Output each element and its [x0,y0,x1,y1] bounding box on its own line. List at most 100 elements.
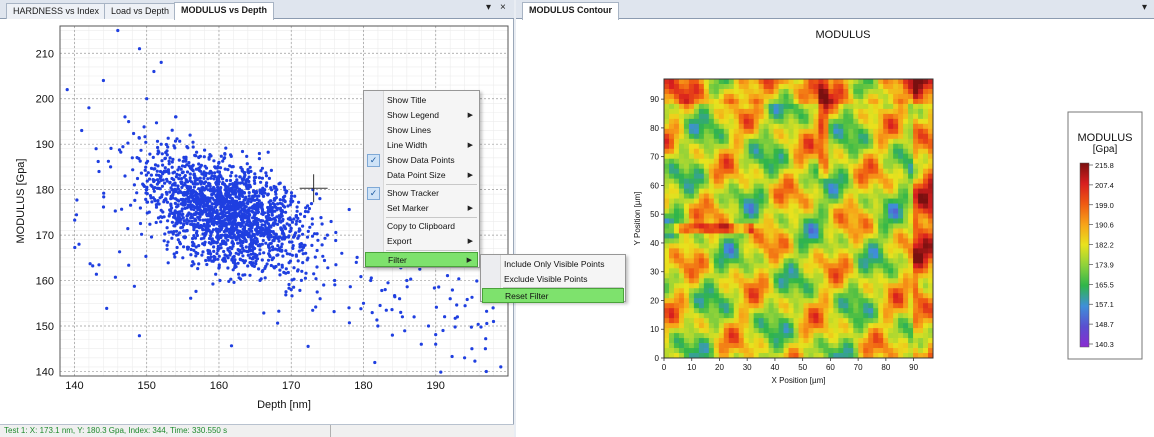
heatmap-cell [738,293,745,299]
scatter-point [247,191,251,195]
scatter-point [418,267,422,271]
heatmap-cell [718,83,725,90]
pin-dropdown-icon[interactable]: ▾ [486,2,492,13]
heatmap-cell [928,208,934,214]
heatmap-cell [798,323,804,329]
pin-dropdown-icon[interactable]: ▾ [1142,2,1148,13]
heatmap-cell [688,293,695,299]
heatmap-cell [913,208,919,214]
scatter-point [284,290,288,294]
scatter-point [162,198,166,202]
scatter-point [259,277,263,281]
heatmap-cell [808,248,814,254]
tab-modulus-contour[interactable]: MODULUS Contour [522,2,619,20]
heatmap-cell [833,308,839,314]
heatmap-cell [848,218,854,224]
tab-hardness-vs-index[interactable]: HARDNESS vs Index [6,3,107,19]
heatmap-cell [803,323,809,329]
heatmap-cell [718,323,725,329]
heatmap-cell [893,203,899,209]
scatter-point [174,175,178,179]
scatter-point [276,321,280,325]
heatmap-cell [868,243,874,249]
heatmap-cell [783,178,789,185]
heatmap-cell [664,153,670,160]
heatmap-cell [683,208,690,214]
heatmap-cell [733,183,740,190]
heatmap-cell [853,173,859,180]
heatmap-cell [703,303,710,309]
heatmap-cell [664,313,670,319]
heatmap-cell [728,223,735,229]
heatmap-cell [848,293,854,299]
modulus-contour-chart[interactable]: MODULUS 0 10 20 30 40 50 60 70 80 90 010203040506… [516,20,1154,437]
heatmap-cell [763,133,770,140]
heatmap-cell [813,178,819,185]
heatmap-cell [738,103,745,110]
scatter-point [226,168,230,172]
heatmap-cell [688,283,695,289]
heatmap-cell [848,153,854,160]
heatmap-cell [748,118,755,125]
heatmap-cell [893,333,899,339]
heatmap-cell [883,113,889,120]
tab-load-vs-depth[interactable]: Load vs Depth [104,3,177,19]
heatmap-cell [803,158,809,165]
scatter-point [201,218,205,222]
heatmap-cell [743,298,750,304]
heatmap-cell [928,253,934,259]
scatter-point [242,249,246,253]
scatter-point [216,220,221,225]
scatter-point [228,250,232,254]
heatmap-cell [678,248,685,254]
scatter-point [261,212,265,216]
heatmap-cell [678,83,685,90]
heatmap-cell [803,253,809,259]
heatmap-cell [673,83,680,90]
heatmap-cell [803,79,809,85]
heatmap-cell [878,313,884,319]
heatmap-cell [893,93,899,100]
heatmap-cell [743,318,750,324]
heatmap-cell [843,238,849,244]
heatmap-cell [878,128,884,135]
heatmap-cell [873,308,879,314]
heatmap-cell [888,263,894,269]
heatmap-cell [858,88,864,95]
heatmap-cell [743,233,750,239]
heatmap-cell [778,143,784,150]
scatter-point [290,294,294,298]
modulus-depth-scatter-chart[interactable]: 140 150 160 170 180 190 140150160170180190200… [0,20,514,424]
heatmap-cell [903,203,909,209]
heatmap-cell [868,88,874,95]
scatter-point [150,200,154,204]
heatmap-cell [733,208,740,214]
heatmap-cell [778,333,784,339]
tab-modulus-vs-depth[interactable]: MODULUS vs Depth [174,2,275,20]
heatmap-cell [678,88,685,95]
heatmap-cell [723,83,730,90]
heatmap-cell [803,173,809,180]
heatmap-cell [848,98,854,105]
heatmap-cell [683,303,690,309]
heatmap-cell [683,278,690,284]
scatter-point [135,176,140,181]
scatter-point [246,233,250,237]
heatmap-cell [818,243,824,249]
heatmap-cell [728,248,735,254]
heatmap-cell [783,303,789,309]
heatmap-cell [738,283,745,289]
scatter-point [178,231,182,235]
heatmap-cell [778,318,784,324]
heatmap-cell [703,133,710,140]
heatmap-cell [858,128,864,135]
scatter-point [249,229,253,233]
heatmap-cell [808,163,814,170]
heatmap-cell [688,88,695,95]
heatmap-cell [838,153,844,160]
heatmap-cell [818,273,824,279]
heatmap-cell [853,333,859,339]
scatter-point [304,251,308,255]
heatmap-cell [738,133,745,140]
close-icon[interactable]: × [500,2,506,13]
